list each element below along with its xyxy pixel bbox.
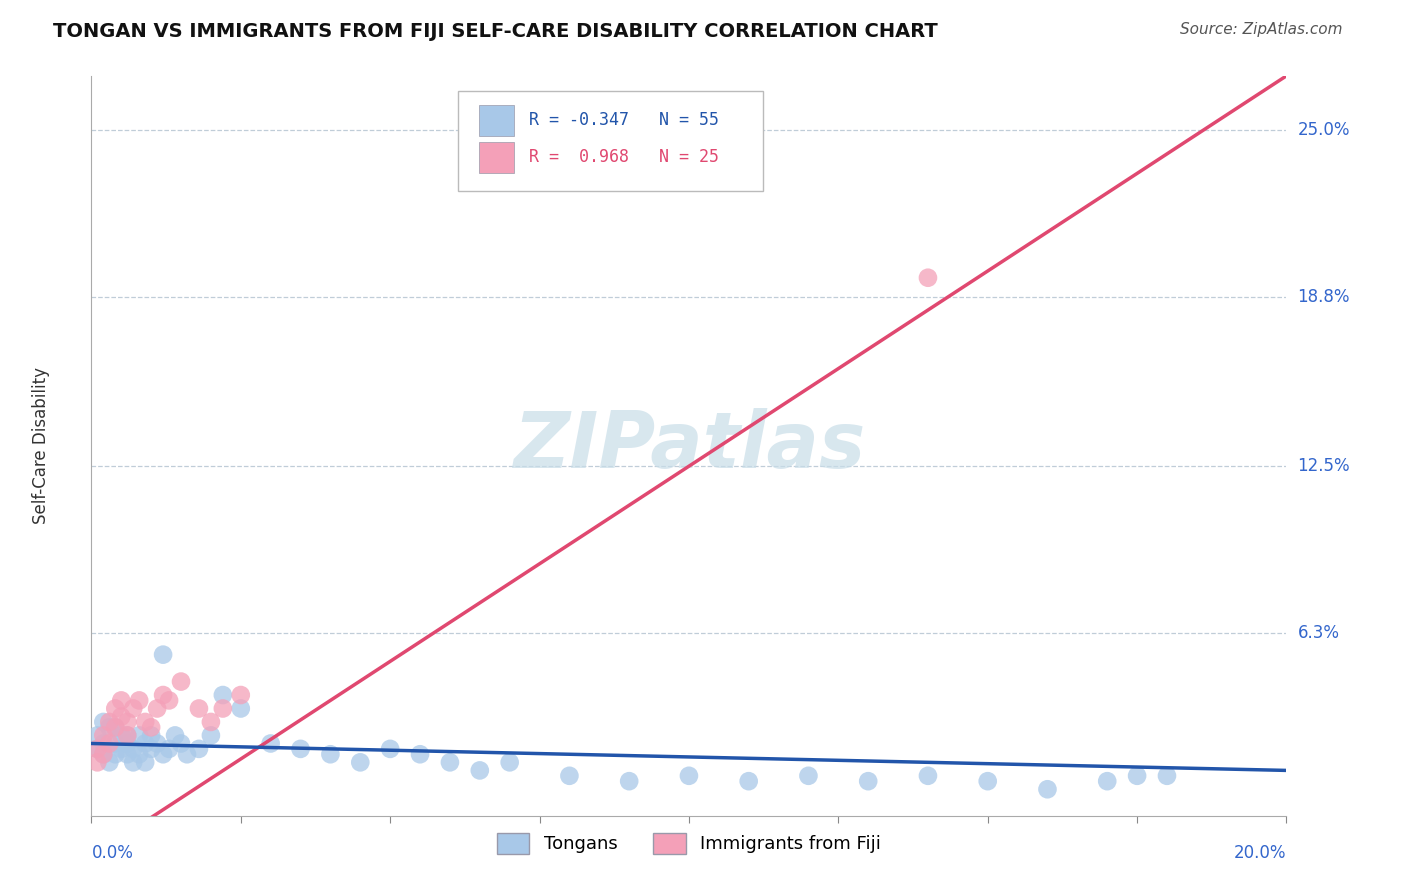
Point (439, 756, 461, 770)
FancyBboxPatch shape (478, 142, 515, 173)
Point (188, 701, 211, 715)
Point (229, 688, 252, 702)
Point (134, 737, 156, 751)
Point (380, 742, 402, 756)
Point (1097, 774, 1119, 789)
Point (141, 728, 163, 742)
Point (110, 709, 132, 723)
Point (104, 737, 127, 751)
Text: 0.0%: 0.0% (91, 844, 134, 862)
Point (176, 747, 198, 762)
Text: TONGAN VS IMMIGRANTS FROM FIJI SELF-CARE DISABILITY CORRELATION CHART: TONGAN VS IMMIGRANTS FROM FIJI SELF-CARE… (53, 22, 938, 41)
Point (146, 737, 169, 751)
Point (319, 747, 342, 762)
Point (163, 728, 186, 742)
Text: R =  0.968   N = 25: R = 0.968 N = 25 (529, 148, 718, 166)
Point (93, 747, 115, 762)
Point (1126, 769, 1149, 783)
Point (678, 769, 700, 783)
Point (1036, 782, 1059, 797)
Point (152, 747, 174, 762)
Point (468, 764, 491, 778)
Point (86, 756, 108, 770)
Point (141, 720, 163, 734)
Point (86, 742, 108, 756)
Point (558, 769, 581, 783)
Point (86, 742, 108, 756)
Legend: Tongans, Immigrants from Fiji: Tongans, Immigrants from Fiji (488, 824, 890, 863)
Point (141, 742, 163, 756)
Point (128, 747, 150, 762)
Point (115, 737, 138, 751)
Point (104, 747, 127, 762)
Point (200, 714, 222, 729)
Point (211, 688, 233, 702)
FancyBboxPatch shape (458, 91, 763, 191)
Point (115, 728, 138, 742)
Point (170, 674, 193, 689)
Point (917, 270, 939, 285)
Point (200, 728, 222, 742)
Text: 18.8%: 18.8% (1298, 287, 1350, 306)
Point (115, 747, 138, 762)
Point (349, 756, 371, 770)
Point (93, 737, 115, 751)
Point (157, 693, 180, 707)
Point (157, 742, 180, 756)
Point (93, 728, 115, 742)
Point (93, 747, 115, 762)
Text: 12.5%: 12.5% (1298, 458, 1350, 475)
Point (499, 756, 522, 770)
Point (1156, 769, 1178, 783)
Point (737, 774, 759, 789)
Point (122, 701, 145, 715)
Point (98, 756, 121, 770)
Point (98, 737, 121, 751)
Point (170, 737, 193, 751)
Text: Source: ZipAtlas.com: Source: ZipAtlas.com (1180, 22, 1343, 37)
Point (104, 720, 127, 734)
Point (128, 728, 150, 742)
Text: 20.0%: 20.0% (1234, 844, 1286, 862)
Text: 25.0%: 25.0% (1298, 120, 1350, 138)
Point (259, 737, 281, 751)
Point (122, 742, 145, 756)
Point (976, 774, 998, 789)
Point (229, 701, 252, 715)
Point (858, 774, 880, 789)
Point (409, 747, 432, 762)
Point (290, 742, 312, 756)
Point (797, 769, 820, 783)
FancyBboxPatch shape (478, 104, 515, 136)
Point (98, 720, 121, 734)
Text: Self-Care Disability: Self-Care Disability (32, 368, 51, 524)
Point (86, 728, 108, 742)
Point (152, 688, 174, 702)
Point (152, 648, 174, 662)
Point (917, 769, 939, 783)
Point (104, 720, 127, 734)
Text: 6.3%: 6.3% (1298, 624, 1340, 642)
Point (122, 756, 145, 770)
Point (619, 774, 641, 789)
Point (188, 742, 211, 756)
Point (115, 728, 138, 742)
Point (110, 728, 132, 742)
Point (134, 714, 156, 729)
Point (115, 714, 138, 729)
Point (211, 701, 233, 715)
Point (128, 693, 150, 707)
Point (110, 742, 132, 756)
Text: R = -0.347   N = 55: R = -0.347 N = 55 (529, 112, 718, 129)
Point (93, 714, 115, 729)
Point (146, 701, 169, 715)
Point (98, 714, 121, 729)
Point (134, 756, 156, 770)
Text: ZIPatlas: ZIPatlas (513, 408, 865, 484)
Point (110, 693, 132, 707)
Point (104, 701, 127, 715)
